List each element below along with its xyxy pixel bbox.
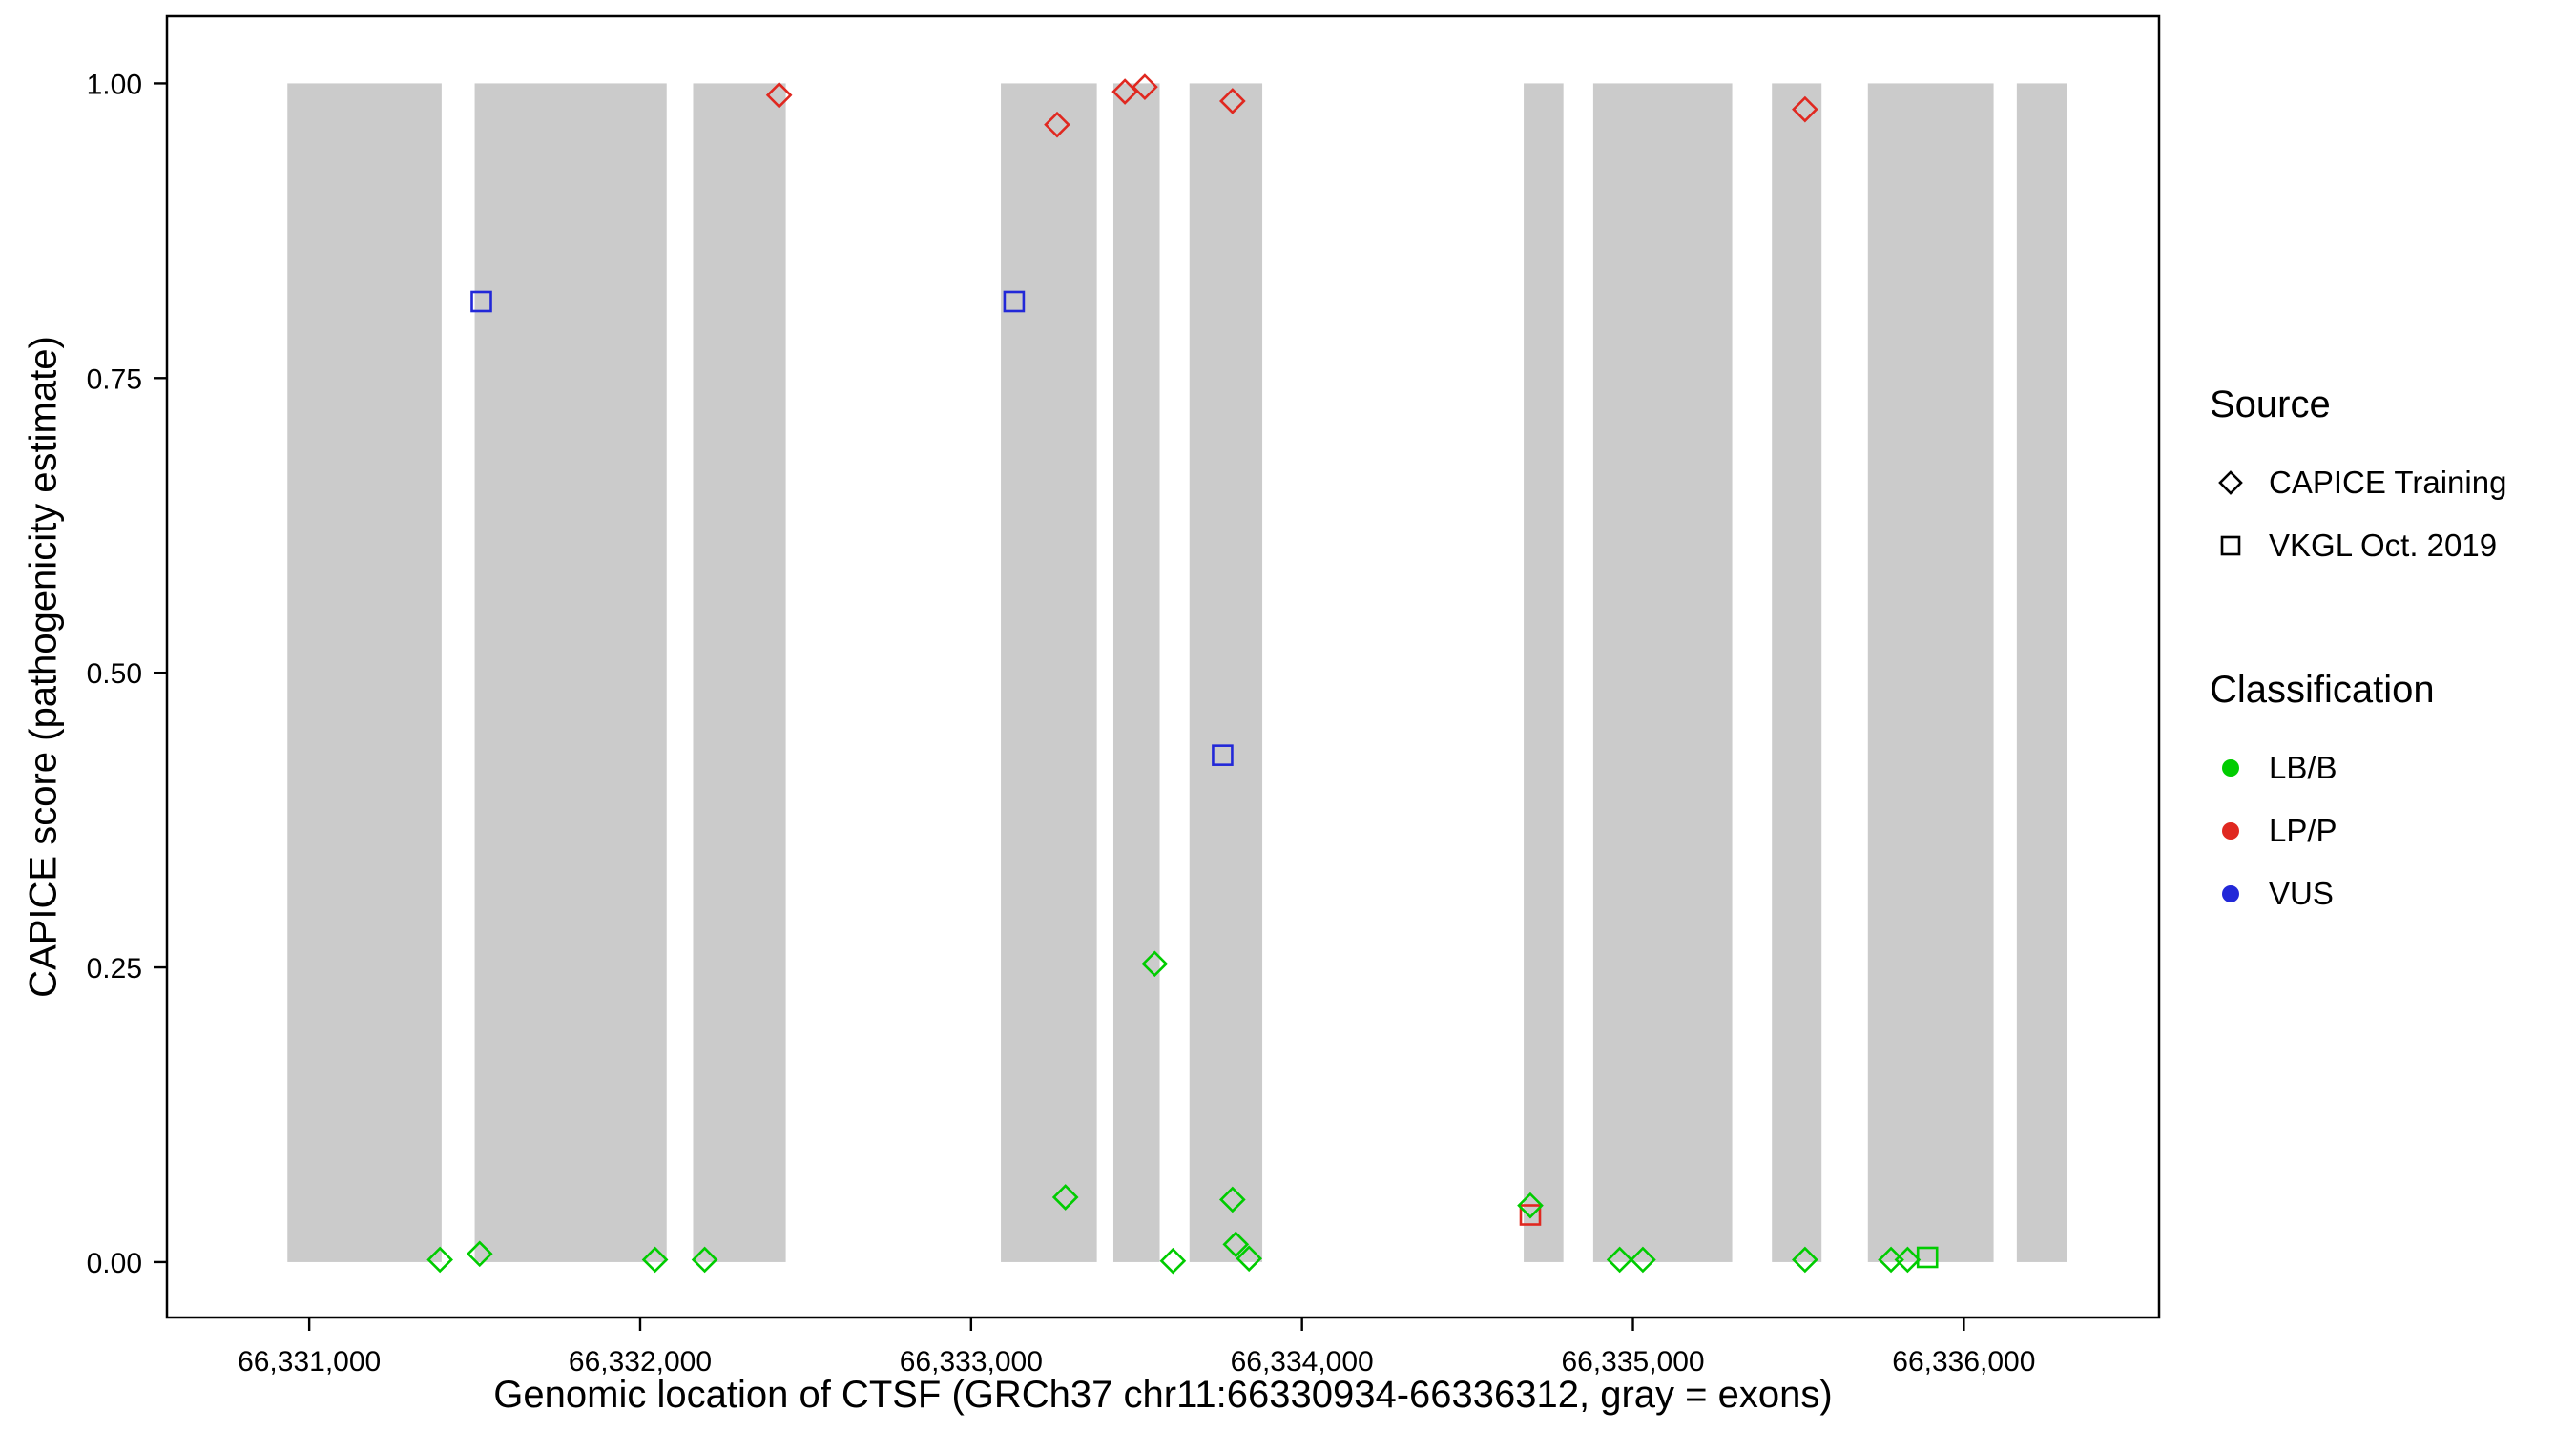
data-point <box>1044 111 1070 138</box>
data-point <box>1219 1186 1246 1213</box>
y-tick-label: 0.00 <box>87 1248 142 1279</box>
lbb-color-dot-wrap <box>2213 751 2248 785</box>
data-point <box>1003 290 1026 313</box>
lpp-color-dot-wrap <box>2213 814 2248 848</box>
data-point <box>1606 1246 1633 1274</box>
exon-bar <box>287 83 442 1262</box>
data-point <box>765 81 793 109</box>
legend-item-capice-training: CAPICE Training <box>2210 451 2506 514</box>
data-point <box>1051 1184 1079 1211</box>
panel-border <box>165 14 2161 1319</box>
diamond-marker-icon <box>2213 466 2248 500</box>
data-point <box>1222 1231 1250 1258</box>
y-tick-label: 0.75 <box>87 363 142 395</box>
exon-bar <box>693 83 786 1262</box>
vus-color-dot <box>2222 885 2239 902</box>
legend-item-label: CAPICE Training <box>2269 465 2507 500</box>
x-tick-label: 66,332,000 <box>569 1346 712 1378</box>
legend-item-label: VKGL Oct. 2019 <box>2269 528 2498 563</box>
data-point <box>1212 744 1234 766</box>
data-point <box>1159 1247 1187 1275</box>
exon-bar <box>1001 83 1097 1262</box>
y-axis-title: CAPICE score (pathogenicity estimate) <box>22 336 65 998</box>
legend-source-title: Source <box>2210 384 2331 425</box>
exon-bar <box>1524 83 1564 1262</box>
data-point <box>1519 1204 1542 1226</box>
data-point <box>1141 950 1169 978</box>
legend-classification-title: Classification <box>2210 669 2435 711</box>
legend-item-label: LP/P <box>2269 813 2337 848</box>
y-tick-label: 0.25 <box>87 953 142 985</box>
legend-item-lpp: LP/P <box>2210 799 2506 862</box>
lbb-color-dot <box>2222 759 2239 777</box>
x-axis-title: Genomic location of CTSF (GRCh37 chr11:6… <box>493 1374 1833 1416</box>
legend: Source CAPICE Training VKGL Oct. 2019 <box>2210 384 2506 925</box>
legend-source: Source CAPICE Training VKGL Oct. 2019 <box>2210 384 2506 577</box>
data-point <box>426 1246 453 1274</box>
data-point <box>1630 1246 1656 1274</box>
exon-bar <box>1592 83 1733 1262</box>
data-point <box>1792 95 1818 123</box>
exon-bar <box>474 83 667 1262</box>
exon-bar <box>1772 83 1822 1262</box>
exon-bar <box>2016 83 2067 1262</box>
data-point <box>1792 1246 1818 1274</box>
data-point <box>1894 1246 1922 1274</box>
exon-bar <box>1867 83 1994 1262</box>
y-tick-label: 0.50 <box>87 658 142 690</box>
data-point <box>466 1240 493 1268</box>
data-point <box>641 1246 669 1274</box>
data-point <box>1236 1245 1263 1273</box>
legend-item-lbb: LB/B <box>2210 736 2506 799</box>
square-marker-icon <box>2213 529 2248 563</box>
data-point <box>691 1246 718 1274</box>
legend-classification: Classification LB/B LP/P VUS <box>2210 669 2506 925</box>
exon-bar <box>1112 83 1160 1262</box>
data-point <box>1132 73 1158 100</box>
legend-item-vus: VUS <box>2210 862 2506 925</box>
legend-item-label: VUS <box>2269 876 2334 911</box>
legend-item-label: LB/B <box>2269 750 2337 785</box>
x-tick-label: 66,331,000 <box>238 1346 381 1378</box>
legend-item-vkgl: VKGL Oct. 2019 <box>2210 514 2506 577</box>
exon-bar <box>1189 83 1263 1262</box>
vus-color-dot-wrap <box>2213 877 2248 911</box>
data-point <box>1219 88 1246 114</box>
x-tick-label: 66,334,000 <box>1231 1346 1374 1378</box>
data-point <box>1517 1192 1544 1219</box>
data-point <box>1916 1246 1939 1269</box>
lpp-color-dot <box>2222 822 2239 840</box>
data-point <box>470 290 492 313</box>
x-tick-label: 66,333,000 <box>900 1346 1043 1378</box>
y-tick-label: 1.00 <box>87 69 142 100</box>
x-tick-label: 66,336,000 <box>1892 1346 2035 1378</box>
x-tick-label: 66,335,000 <box>1561 1346 1704 1378</box>
